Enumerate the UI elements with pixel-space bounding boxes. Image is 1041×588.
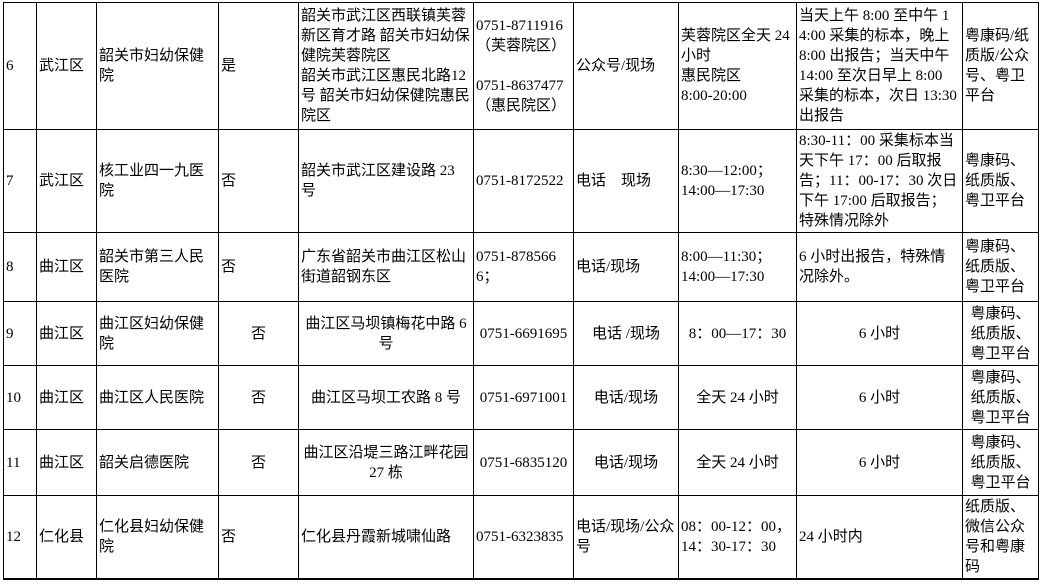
cell-phone: 0751-8785666； (473, 232, 574, 302)
cell-phone: 0751-8711916 （芙蓉院区） 0751-8637477 （惠民院区） (473, 2, 574, 130)
cell-hospital-name: 核工业四一九医院 (96, 129, 219, 233)
cell-result-format: 纸质版、微信公众号和粤康码 (962, 495, 1039, 580)
cell-index: 12 (3, 495, 37, 580)
cell-index: 9 (3, 301, 37, 366)
cell-district: 曲江区 (36, 301, 97, 366)
cell-service-hours: 8：00—17：30 (678, 301, 797, 366)
cell-district: 曲江区 (36, 429, 97, 496)
cell-report-time: 8:30-11：00 采集标本当天下午 17：00 后取报告；11：00-17：… (796, 129, 963, 233)
cell-hospital-name: 韶关市第三人民医院 (96, 232, 219, 302)
cell-service-hours: 08：00-12：00， 14：30-17：30 (678, 495, 797, 580)
cell-phone: 0751-8172522 (473, 129, 574, 233)
cell-address: 仁化县丹霞新城啸仙路 (298, 495, 474, 580)
cell-phone: 0751-6835120 (473, 429, 574, 496)
cell-booking-method: 电话/现场 (573, 365, 679, 430)
cell-district: 仁化县 (36, 495, 97, 580)
table-row: 8 曲江区 韶关市第三人民医院 否 广东省韶关市曲江区松山街道韶钢东区 0751… (3, 232, 1039, 302)
cell-district: 曲江区 (36, 232, 97, 302)
table-row: 7 武江区 核工业四一九医院 否 韶关市武江区建设路 23 号 0751-817… (3, 129, 1039, 233)
cell-result-format: 粤康码、纸质版、粤卫平台 (962, 365, 1039, 430)
cell-phone: 0751-6691695 (473, 301, 574, 366)
cell-phone: 0751-6971001 (473, 365, 574, 430)
table-row: 11 曲江区 韶关启德医院 否 曲江区沿堤三路江畔花园 27 栋 0751-68… (3, 429, 1039, 496)
cell-district: 曲江区 (36, 365, 97, 430)
cell-booking-method: 电话/现场 (573, 429, 679, 496)
cell-index: 11 (3, 429, 37, 496)
cell-designated: 否 (218, 429, 299, 496)
cell-result-format: 粤康码/纸质版/公众号、粤卫平台 (962, 2, 1039, 130)
cell-report-time: 6 小时 (796, 301, 963, 366)
table-row: 9 曲江区 曲江区妇幼保健院 否 曲江区马坝镇梅花中路 6 号 0751-669… (3, 301, 1039, 366)
cell-hospital-name: 韶关启德医院 (96, 429, 219, 496)
cell-service-hours: 8:30—12:00； 14:00—17:30 (678, 129, 797, 233)
cell-report-time: 当天上午 8:00 至中午 14:00 采集的标本，晚上 8:00 出报告；当天… (796, 2, 963, 130)
cell-index: 7 (3, 129, 37, 233)
cell-report-time: 6 小时出报告，特殊情况除外。 (796, 232, 963, 302)
cell-phone: 0751-6323835 (473, 495, 574, 580)
table-row: 12 仁化县 仁化县妇幼保健院 否 仁化县丹霞新城啸仙路 0751-632383… (3, 495, 1039, 580)
cell-hospital-name: 曲江区人民医院 (96, 365, 219, 430)
cell-address: 曲江区马坝工农路 8 号 (298, 365, 474, 430)
cell-district: 武江区 (36, 129, 97, 233)
cell-report-time: 24 小时内 (796, 495, 963, 580)
cell-booking-method: 电话 /现场 (573, 301, 679, 366)
cell-hospital-name: 曲江区妇幼保健院 (96, 301, 219, 366)
cell-hospital-name: 仁化县妇幼保健院 (96, 495, 219, 580)
cell-booking-method: 电话/现场/公众号 (573, 495, 679, 580)
cell-result-format: 粤康码、纸质版、粤卫平台 (962, 429, 1039, 496)
cell-address: 曲江区沿堤三路江畔花园 27 栋 (298, 429, 474, 496)
cell-designated: 否 (218, 365, 299, 430)
cell-district: 武江区 (36, 2, 97, 130)
cell-address: 广东省韶关市曲江区松山街道韶钢东区 (298, 232, 474, 302)
cell-hospital-name: 韶关市妇幼保健院 (96, 2, 219, 130)
cell-service-hours: 全天 24 小时 (678, 429, 797, 496)
cell-index: 10 (3, 365, 37, 430)
cell-index: 8 (3, 232, 37, 302)
cell-address: 韶关市武江区西联镇芙蓉新区育才路 韶关市妇幼保健院芙蓉院区 韶关市武江区惠民北路… (298, 2, 474, 130)
cell-service-hours: 芙蓉院区全天 24 小时 惠民院区 8:00-20:00 (678, 2, 797, 130)
cell-report-time: 6 小时 (796, 365, 963, 430)
cell-index: 6 (3, 2, 37, 130)
table-row: 6 武江区 韶关市妇幼保健院 是 韶关市武江区西联镇芙蓉新区育才路 韶关市妇幼保… (3, 2, 1039, 130)
cell-result-format: 粤康码、纸质版、粤卫平台 (962, 301, 1039, 366)
cell-service-hours: 全天 24 小时 (678, 365, 797, 430)
cell-service-hours: 8:00—11:30； 14:00—17:30 (678, 232, 797, 302)
cell-designated: 是 (218, 2, 299, 130)
cell-booking-method: 电话/现场 (573, 232, 679, 302)
cell-address: 韶关市武江区建设路 23 号 (298, 129, 474, 233)
cell-report-time: 6 小时 (796, 429, 963, 496)
cell-designated: 否 (218, 129, 299, 233)
cell-result-format: 粤康码、纸质版、粤卫平台 (962, 232, 1039, 302)
testing-sites-table: 6 武江区 韶关市妇幼保健院 是 韶关市武江区西联镇芙蓉新区育才路 韶关市妇幼保… (3, 2, 1039, 580)
cell-booking-method: 公众号/现场 (573, 2, 679, 130)
cell-designated: 否 (218, 495, 299, 580)
cell-booking-method: 电话 现场 (573, 129, 679, 233)
cell-address: 曲江区马坝镇梅花中路 6 号 (298, 301, 474, 366)
cell-result-format: 粤康码、纸质版、粤卫平台 (962, 129, 1039, 233)
cell-designated: 否 (218, 301, 299, 366)
cell-designated: 否 (218, 232, 299, 302)
table-row: 10 曲江区 曲江区人民医院 否 曲江区马坝工农路 8 号 0751-69710… (3, 365, 1039, 430)
